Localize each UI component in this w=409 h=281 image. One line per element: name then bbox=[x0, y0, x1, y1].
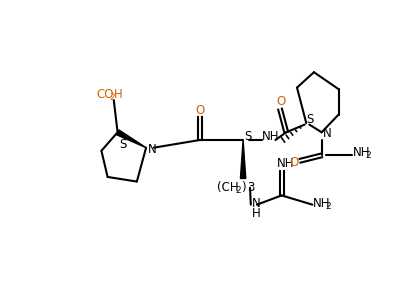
Text: O: O bbox=[196, 104, 204, 117]
Text: NH: NH bbox=[262, 130, 279, 143]
Text: 2: 2 bbox=[366, 151, 371, 160]
Text: NH: NH bbox=[313, 197, 331, 210]
Text: ): ) bbox=[241, 181, 245, 194]
Text: S: S bbox=[245, 130, 252, 143]
Polygon shape bbox=[240, 140, 246, 178]
Text: (CH: (CH bbox=[217, 181, 238, 194]
Text: H: H bbox=[114, 88, 123, 101]
Text: NH: NH bbox=[277, 157, 294, 169]
Text: CO: CO bbox=[97, 88, 114, 101]
Text: N: N bbox=[323, 127, 332, 140]
Text: O: O bbox=[276, 95, 285, 108]
Text: N: N bbox=[252, 197, 260, 210]
Text: H: H bbox=[252, 207, 260, 220]
Text: 2: 2 bbox=[236, 186, 241, 195]
Text: S: S bbox=[119, 138, 126, 151]
Text: S: S bbox=[306, 114, 314, 126]
Polygon shape bbox=[116, 130, 146, 148]
Text: 2: 2 bbox=[109, 93, 115, 102]
Text: 3: 3 bbox=[247, 181, 254, 194]
Text: N: N bbox=[148, 143, 156, 156]
Text: 2: 2 bbox=[326, 202, 331, 211]
Text: O: O bbox=[289, 156, 299, 169]
Text: NH: NH bbox=[353, 146, 371, 159]
